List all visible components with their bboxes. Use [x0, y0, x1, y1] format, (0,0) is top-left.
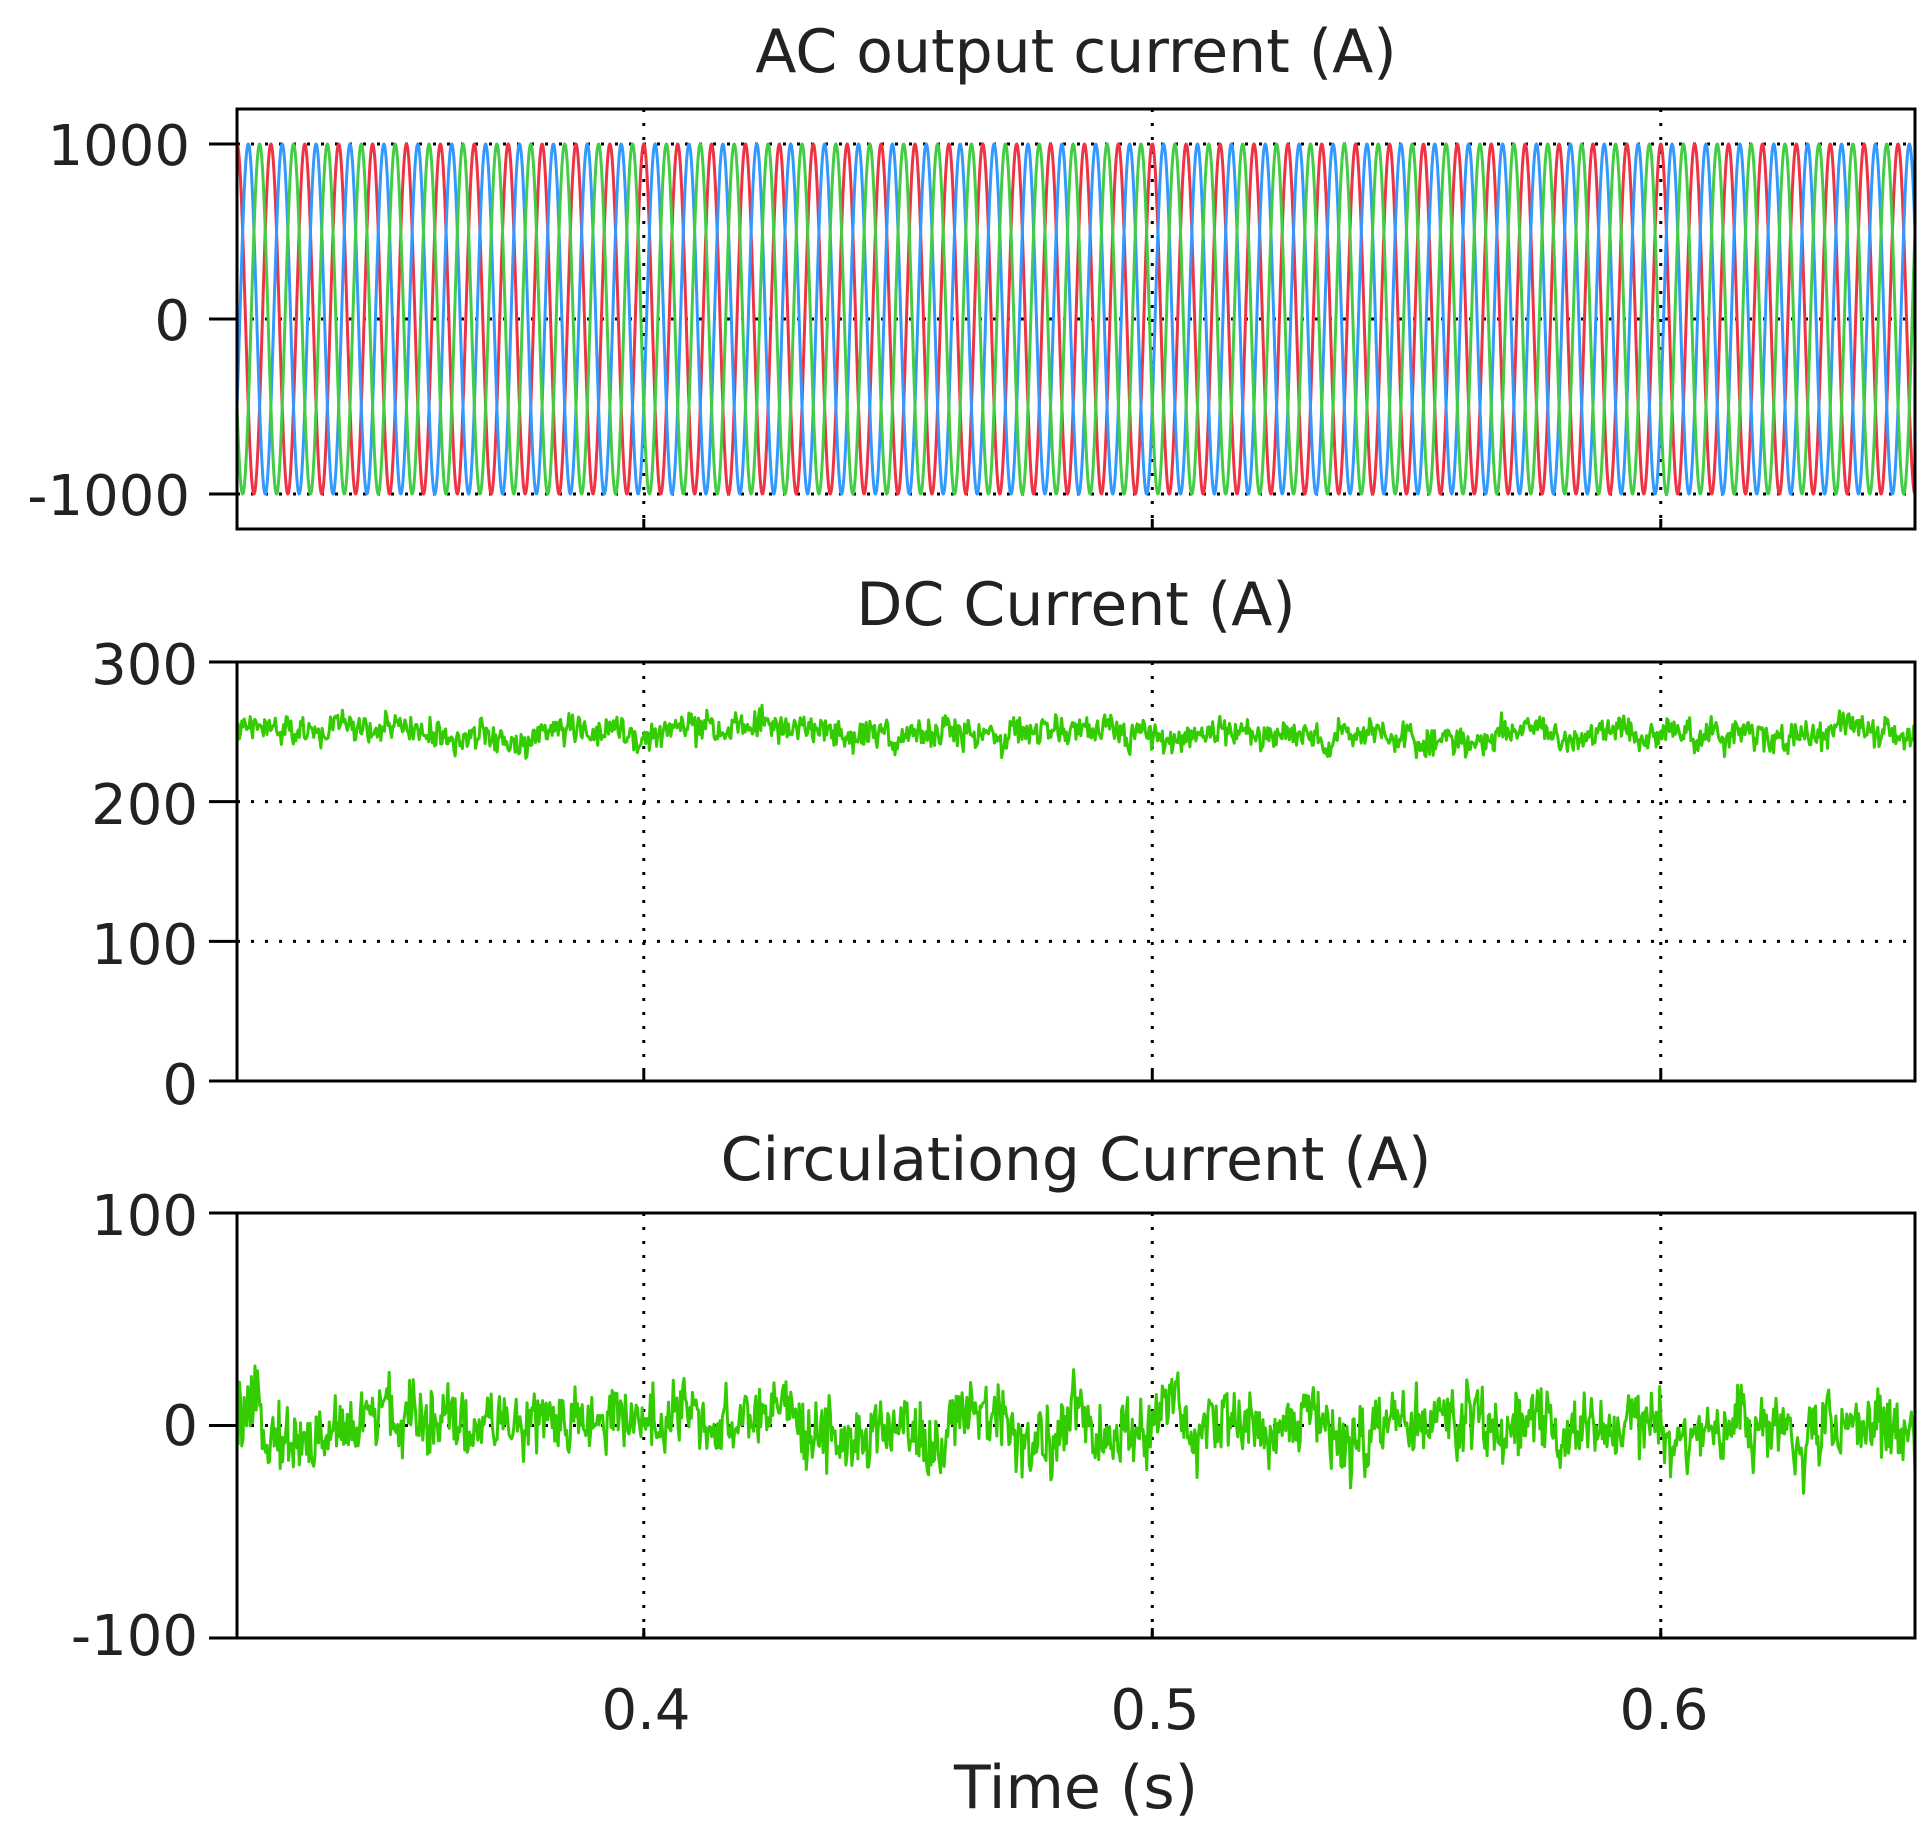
- y-tick-label: 0: [162, 1053, 198, 1118]
- y-tick-label: 200: [91, 773, 198, 838]
- series-line-dc-current: [235, 703, 1917, 760]
- series-line-phase-a: [235, 142, 1917, 496]
- y-tick-label: -1000: [27, 464, 190, 529]
- x-axis-label: Time (s): [953, 1753, 1198, 1823]
- subplot-circulating-current: Circulationg Current (A) 100 0 -100 0.4 …: [71, 1125, 1917, 1823]
- y-tick-label: -100: [71, 1604, 198, 1669]
- y-tick-label: 1000: [47, 114, 190, 179]
- plot-title: AC output current (A): [755, 17, 1396, 87]
- y-tick-label: 300: [91, 633, 198, 698]
- subplot-dc-current: DC Current (A) 300 200 100 0: [91, 570, 1917, 1118]
- series-line-phase-b: [235, 142, 1917, 496]
- y-tick-label: 0: [154, 289, 190, 354]
- y-tick-label: 100: [91, 913, 198, 978]
- plot-title: Circulationg Current (A): [721, 1125, 1432, 1195]
- y-tick-label: 100: [91, 1184, 198, 1249]
- subplot-ac-output-current: AC output current (A) 1000 0 -1000: [27, 17, 1917, 531]
- x-tick-label: 0.6: [1619, 1678, 1708, 1743]
- series-line-circulating-current: [235, 1364, 1917, 1495]
- x-tick-label: 0.5: [1110, 1678, 1199, 1743]
- y-tick-label: 0: [162, 1394, 198, 1459]
- x-tick-label: 0.4: [601, 1678, 690, 1743]
- series-line-phase-c: [235, 142, 1917, 496]
- plot-frame: [235, 660, 1917, 1083]
- plot-title: DC Current (A): [856, 570, 1295, 640]
